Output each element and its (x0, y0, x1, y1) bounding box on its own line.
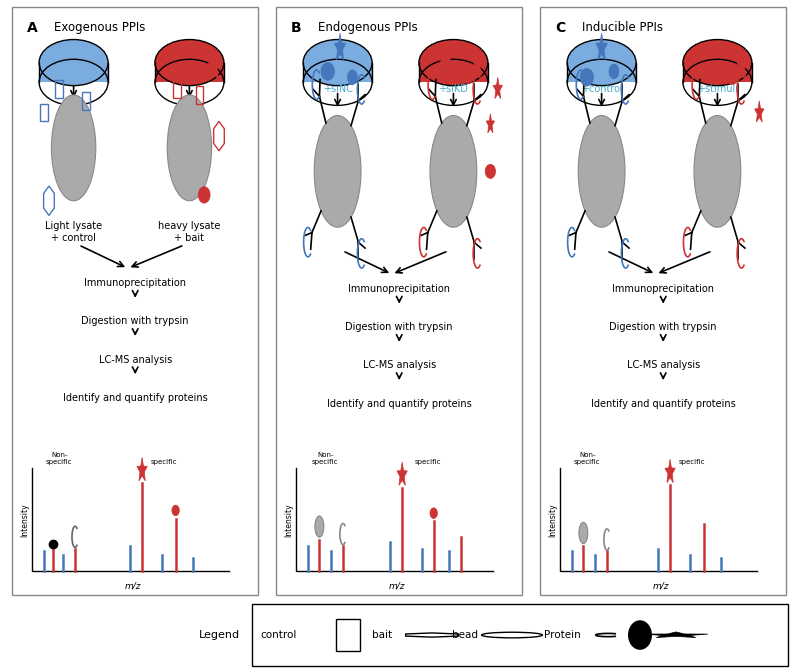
Polygon shape (596, 33, 607, 60)
Text: Immunoprecipitation: Immunoprecipitation (84, 278, 186, 288)
Polygon shape (486, 114, 494, 133)
Text: Digestion with trypsin: Digestion with trypsin (610, 322, 717, 332)
Text: Identify and quantify proteins: Identify and quantify proteins (63, 392, 207, 403)
Text: A: A (26, 22, 38, 36)
Ellipse shape (567, 40, 636, 85)
Text: C: C (554, 22, 565, 36)
Text: Inducible PPIs: Inducible PPIs (582, 22, 663, 34)
Text: Endogenous PPIs: Endogenous PPIs (318, 22, 418, 34)
Text: Identify and quantify proteins: Identify and quantify proteins (327, 398, 471, 409)
Ellipse shape (321, 62, 334, 80)
Circle shape (315, 516, 324, 537)
Text: Legend: Legend (199, 630, 240, 640)
Text: +siKD: +siKD (438, 85, 468, 94)
Ellipse shape (155, 40, 224, 85)
Text: heavy lysate
+ bait: heavy lysate + bait (158, 221, 221, 243)
Polygon shape (683, 62, 752, 83)
Circle shape (167, 95, 211, 201)
Text: light: light (590, 42, 614, 52)
Text: heavy: heavy (174, 42, 206, 52)
Text: m/z: m/z (653, 582, 669, 591)
Text: LC-MS analysis: LC-MS analysis (362, 360, 436, 370)
Bar (252, 604, 788, 666)
Text: +siNC: +siNC (322, 85, 353, 94)
Ellipse shape (198, 187, 210, 203)
Polygon shape (397, 462, 407, 485)
Text: heavy: heavy (438, 42, 470, 52)
Text: control: control (260, 630, 296, 640)
Bar (195, 86, 203, 103)
Bar (40, 103, 48, 122)
Circle shape (314, 116, 361, 227)
Ellipse shape (303, 40, 372, 85)
Polygon shape (754, 101, 764, 122)
Circle shape (579, 522, 588, 544)
Text: Non-
specific: Non- specific (46, 452, 73, 465)
Text: Intensity: Intensity (548, 503, 557, 536)
Polygon shape (334, 33, 346, 60)
Ellipse shape (727, 70, 738, 85)
Ellipse shape (463, 71, 473, 84)
Ellipse shape (440, 57, 452, 74)
Polygon shape (665, 459, 675, 482)
Polygon shape (39, 62, 108, 83)
Text: bead: bead (452, 630, 478, 640)
Text: Digestion with trypsin: Digestion with trypsin (346, 322, 453, 332)
Polygon shape (567, 62, 636, 83)
Text: specific: specific (678, 460, 705, 465)
Text: Non-
specific: Non- specific (574, 452, 601, 465)
Text: +control: +control (581, 85, 622, 94)
Ellipse shape (39, 40, 108, 85)
Text: Digestion with trypsin: Digestion with trypsin (82, 317, 189, 327)
Ellipse shape (580, 69, 594, 86)
Text: Identify and quantify proteins: Identify and quantify proteins (591, 398, 735, 409)
Text: Protein: Protein (544, 630, 581, 640)
Polygon shape (207, 48, 221, 80)
Text: LC-MS analysis: LC-MS analysis (98, 355, 172, 364)
Polygon shape (419, 62, 488, 83)
Circle shape (51, 95, 96, 201)
Polygon shape (736, 51, 748, 77)
Ellipse shape (628, 620, 652, 650)
Bar (174, 80, 181, 98)
Circle shape (430, 116, 477, 227)
Ellipse shape (172, 505, 179, 515)
Text: m/z: m/z (389, 582, 405, 591)
Text: +stimuli: +stimuli (697, 85, 738, 94)
Ellipse shape (485, 165, 495, 179)
Polygon shape (644, 632, 708, 638)
Text: B: B (290, 22, 302, 36)
Bar (55, 80, 62, 98)
Ellipse shape (347, 70, 358, 85)
Text: LC-MS analysis: LC-MS analysis (626, 360, 700, 370)
Polygon shape (137, 458, 147, 481)
Text: Intensity: Intensity (20, 503, 29, 536)
Polygon shape (303, 62, 372, 83)
Polygon shape (493, 77, 502, 99)
Text: bait: bait (372, 630, 392, 640)
Ellipse shape (430, 508, 438, 519)
Ellipse shape (609, 64, 619, 79)
Text: Immunoprecipitation: Immunoprecipitation (612, 284, 714, 294)
Text: specific: specific (414, 460, 441, 465)
Text: light: light (326, 42, 350, 52)
Ellipse shape (683, 40, 752, 85)
Text: Non-
specific: Non- specific (312, 452, 338, 465)
Circle shape (694, 116, 741, 227)
Text: Immunoprecipitation: Immunoprecipitation (348, 284, 450, 294)
Bar (336, 619, 360, 651)
Text: heavy: heavy (702, 42, 734, 52)
Circle shape (578, 116, 625, 227)
Text: light: light (62, 42, 86, 52)
Text: Exogenous PPIs: Exogenous PPIs (54, 22, 146, 34)
Text: Light lysate
+ control: Light lysate + control (45, 221, 102, 243)
Ellipse shape (698, 62, 712, 80)
Text: specific: specific (150, 460, 177, 465)
Bar (82, 92, 90, 110)
Polygon shape (155, 62, 224, 83)
Text: m/z: m/z (125, 582, 141, 591)
Text: Intensity: Intensity (284, 503, 293, 536)
Ellipse shape (419, 40, 488, 85)
Polygon shape (473, 52, 483, 76)
